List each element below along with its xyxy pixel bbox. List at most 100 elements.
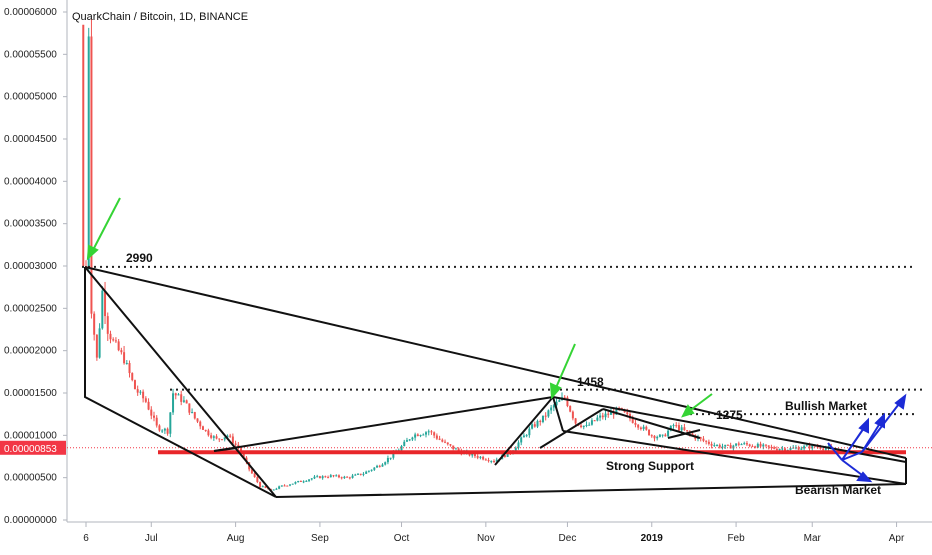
x-tick-label: Apr [889,533,905,544]
candle-body [759,443,762,447]
candle-body [558,400,561,402]
candle-body [716,444,719,446]
y-tick-label: 0.00004000 [4,176,57,187]
y-axis-ticks: 0.00006000 0.00005500 0.00005000 0.00004500… [4,7,67,526]
y-tick-label: 0.00004500 [4,134,57,145]
candle-body [389,457,392,459]
candle-body [566,397,569,407]
candle-body [735,443,738,446]
candle-body [416,434,419,437]
candle-body [365,471,368,474]
y-tick-label: 0.00001000 [4,430,57,441]
candle-body [574,418,577,424]
candle-body [403,441,406,447]
candle-body [357,473,359,475]
candle-body [384,462,387,465]
blue-arrow-mid [841,451,863,461]
candle-body [718,444,721,448]
candle-body [174,393,177,396]
label-bullish-market: Bullish Market [785,399,867,413]
candle-body [324,476,327,478]
x-tick-label: 6 [83,533,89,544]
candle-body [133,380,136,390]
candle-body [283,485,286,487]
x-tick-label: Aug [227,533,245,544]
candle-body [822,448,825,450]
candle-body [87,36,90,267]
candle-body [691,433,694,436]
candle-body [751,446,754,448]
candle-body [710,443,713,446]
candle-body [106,316,109,334]
candle-body [253,473,256,478]
trendline-channel-lower [562,430,907,485]
candle-body [533,424,536,427]
candle-body [609,411,612,415]
candle-body [517,442,520,448]
candle-body [90,36,93,314]
candle-body [430,431,433,433]
candle-body [794,447,797,449]
candle-body [552,405,555,408]
trendline-channel-left [552,396,564,432]
x-tick-label: Nov [477,533,495,544]
candle-body [748,444,751,447]
candle-body [645,426,648,430]
candle-body [305,480,308,482]
y-tick-label: 0.00002500 [4,303,57,314]
x-tick-label: Feb [727,533,745,544]
candle-body [327,477,330,479]
candle-body [158,425,161,431]
candle-body [626,412,629,415]
candle-body [593,420,596,422]
candle-body [199,421,202,427]
candle-body [229,435,232,437]
candle-body [756,443,759,448]
candle-body [109,333,112,340]
candle-body [136,389,139,393]
x-tick-label: 2019 [641,533,664,544]
candle-body [114,340,117,342]
candle-body [408,439,411,441]
candle-body [446,442,449,445]
candle-body [667,430,670,437]
candle-body [425,432,427,435]
candle-body [699,437,702,439]
candle-body [664,434,667,437]
candle-body [661,434,664,436]
candle-body [754,446,757,448]
trendline-rising-stub [213,447,238,452]
candle-body [604,413,607,418]
candle-body [506,451,509,457]
candle-body [493,460,495,462]
candle-body [740,444,743,446]
y-tick-label: 0.00002000 [4,346,57,357]
candle-body [555,401,558,406]
candle-body [528,428,531,436]
candle-body [490,460,493,462]
candle-body [729,445,732,449]
candle-body [433,432,436,436]
candle-body [142,391,145,399]
candle-body [231,436,234,444]
candle-body [726,444,729,446]
candle-body [737,443,740,445]
candle-body [212,436,215,438]
candle-body [686,430,689,432]
candle-body [392,452,395,458]
trendline-bottom [275,483,907,498]
candle-body [582,425,585,428]
x-tick-label: Jul [145,533,158,544]
candle-body [444,441,447,443]
candle-body [637,424,640,428]
candle-body [634,422,637,425]
candle-body [778,449,781,451]
candle-body [373,467,376,470]
candle-body [454,448,457,450]
blue-arrow-up-2-head [874,412,885,429]
candle-body [256,477,259,483]
trendline-left-leg [84,267,277,498]
candle-body [675,425,678,427]
